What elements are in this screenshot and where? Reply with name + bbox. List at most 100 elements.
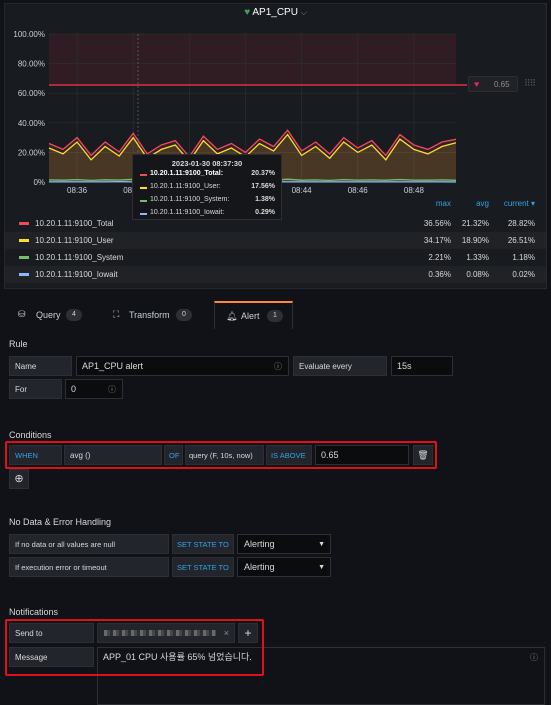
tab-transform[interactable]: ⛶ Transform 0: [105, 301, 200, 329]
y-tick-label: 0%: [33, 178, 45, 187]
section-notifications-title: Notifications: [9, 607, 59, 617]
legend-current: 1.18%: [512, 253, 535, 262]
highlight-box-notifications: [5, 619, 264, 676]
tooltip-row: 10.20.1.11:9100_Iowait: 0.29%: [133, 207, 281, 220]
legend-avg: 18.90%: [461, 236, 489, 245]
series-swatch[interactable]: [19, 256, 29, 259]
legend-item[interactable]: 10.20.1.11:9100_Total 36.56% 21.32% 28.8…: [5, 215, 546, 232]
y-tick-label: 40.00%: [18, 119, 45, 128]
tab-label: Alert: [241, 311, 260, 321]
section-nodata-title: No Data & Error Handling: [9, 517, 112, 527]
error-state-value: Alerting: [244, 562, 275, 572]
message-textarea[interactable]: APP_01 CPU 사용률 65% 넘었습니다. ⓘ: [97, 647, 545, 705]
name-label: Name: [9, 356, 72, 376]
y-tick-label: 60.00%: [18, 89, 45, 98]
legend-max: 34.17%: [423, 236, 451, 245]
threshold-handle-value: 0.65: [494, 80, 510, 89]
info-icon[interactable]: ⓘ: [108, 385, 116, 394]
tab-alert[interactable]: 🔔︎ Alert 1: [214, 301, 293, 329]
of-keyword: OF: [164, 445, 183, 465]
series-line[interactable]: [48, 129, 457, 158]
message-label: Message: [9, 647, 94, 667]
series-swatch: [140, 187, 147, 189]
legend-item[interactable]: 10.20.1.11:9100_User 34.17% 18.90% 26.51…: [5, 232, 546, 249]
panel-header[interactable]: ♥ AP1_CPU ⌵: [5, 7, 546, 18]
series-swatch: [140, 174, 147, 176]
legend-header-current[interactable]: current ▾: [503, 199, 535, 208]
editor-tabs: ⛁ Query 4 ⛶ Transform 0 🔔︎ Alert 1: [0, 301, 551, 330]
series-line[interactable]: [48, 133, 457, 163]
tooltip-series-value: 17.56%: [251, 183, 275, 190]
legend-avg: 0.08%: [466, 270, 489, 279]
series-swatch: [140, 213, 147, 215]
series-swatch[interactable]: [19, 222, 29, 225]
rule-name-value: AP1_CPU alert: [82, 361, 144, 371]
panel-title: AP1_CPU: [252, 7, 298, 18]
when-keyword: WHEN: [9, 445, 62, 465]
add-condition-button[interactable]: ⊕: [9, 469, 29, 489]
tooltip-series-value: 1.38%: [255, 196, 275, 203]
no-data-state-select[interactable]: Alerting ▼: [237, 534, 331, 554]
transform-icon: ⛶: [113, 309, 120, 319]
send-to-field[interactable]: ×: [97, 623, 235, 643]
tooltip-row: 10.20.1.11:9100_System: 1.38%: [133, 194, 281, 207]
no-data-label: If no data or all values are null: [9, 534, 169, 554]
rule-name-input[interactable]: AP1_CPU alert ⓘ: [76, 356, 289, 376]
set-state-label: SET STATE TO: [172, 534, 234, 554]
x-tick-label: 08:46: [348, 186, 369, 195]
no-data-state-value: Alerting: [244, 539, 275, 549]
legend-max: 0.36%: [428, 270, 451, 279]
threshold-input[interactable]: 0.65: [315, 445, 409, 465]
heart-icon: ♥: [474, 79, 480, 89]
y-tick-label: 20.00%: [18, 148, 45, 157]
info-icon[interactable]: ⓘ: [274, 362, 282, 371]
tooltip-series-name: 10.20.1.11:9100_Iowait:: [150, 209, 225, 216]
series-swatch[interactable]: [19, 273, 29, 276]
chevron-down-icon: ⌵: [300, 8, 307, 17]
remove-channel-icon[interactable]: ×: [223, 628, 229, 638]
error-state-select[interactable]: Alerting ▼: [237, 557, 331, 577]
evaluate-every-input[interactable]: 15s: [391, 356, 453, 376]
y-tick-label: 80.00%: [18, 60, 45, 69]
database-icon: ⛁: [18, 309, 26, 319]
query-select[interactable]: query (F, 10s, now): [185, 445, 264, 465]
caret-down-icon: ▼: [318, 564, 325, 571]
legend-series-name[interactable]: 10.20.1.11:9100_Total: [35, 219, 114, 228]
tab-count: 0: [176, 309, 192, 321]
evaluator-select[interactable]: IS ABOVE: [266, 445, 312, 465]
legend-series-name[interactable]: 10.20.1.11:9100_Iowait: [35, 270, 118, 279]
legend-series-name[interactable]: 10.20.1.11:9100_User: [35, 236, 114, 245]
heart-icon: ♥: [244, 7, 251, 18]
tab-query[interactable]: ⛁ Query 4: [10, 301, 92, 329]
legend-header-avg[interactable]: avg: [476, 199, 489, 208]
legend-avg: 21.32%: [461, 219, 489, 228]
legend-header-max[interactable]: max: [435, 199, 451, 208]
legend-max: 36.56%: [423, 219, 451, 228]
tooltip-series-name: 10.20.1.11:9100_Total:: [150, 170, 224, 177]
legend-item[interactable]: 10.20.1.11:9100_Iowait 0.36% 0.08% 0.02%: [5, 266, 546, 283]
bell-icon: 🔔︎: [226, 311, 238, 321]
tooltip-series-value: 20.37%: [251, 170, 275, 177]
tab-label: Transform: [129, 310, 170, 320]
highlight-box-conditions: [5, 441, 437, 469]
add-channel-button[interactable]: +: [238, 623, 258, 643]
tooltip-series-name: 10.20.1.11:9100_System:: [150, 196, 230, 203]
reducer-select[interactable]: avg (): [64, 445, 162, 465]
info-icon[interactable]: ⓘ: [530, 653, 538, 662]
series-swatch: [140, 200, 147, 202]
drag-handle-icon[interactable]: ⠿⠿: [524, 78, 536, 88]
message-value: APP_01 CPU 사용률 65% 넘었습니다.: [103, 652, 252, 662]
tab-label: Query: [36, 310, 61, 320]
trash-icon[interactable]: 🗑︎: [413, 445, 433, 465]
caret-down-icon: ▼: [318, 541, 325, 548]
series-swatch[interactable]: [19, 239, 29, 242]
legend-series-name[interactable]: 10.20.1.11:9100_System: [35, 253, 124, 262]
send-to-label: Send to: [9, 623, 94, 643]
legend-item[interactable]: 10.20.1.11:9100_System 2.21% 1.33% 1.18%: [5, 249, 546, 266]
x-tick-label: 08:48: [404, 186, 425, 195]
threshold-handle[interactable]: ♥ 0.65: [468, 76, 518, 92]
evaluate-label: Evaluate every: [293, 356, 387, 376]
for-input[interactable]: 0 ⓘ: [65, 379, 123, 399]
for-label: For: [9, 379, 62, 399]
notification-channel-chip[interactable]: [104, 630, 216, 636]
